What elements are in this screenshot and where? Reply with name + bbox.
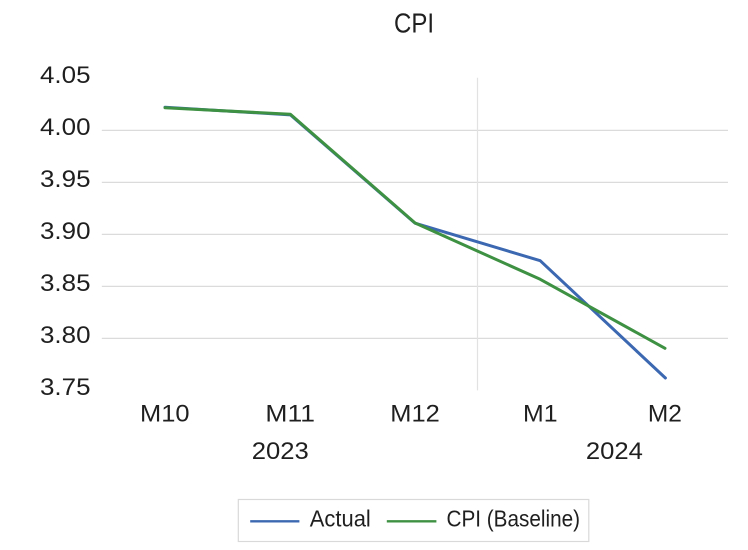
svg-text:3.95: 3.95 — [40, 166, 91, 193]
svg-text:3.75: 3.75 — [40, 374, 91, 401]
svg-text:4.00: 4.00 — [40, 114, 91, 141]
svg-text:2024: 2024 — [586, 438, 643, 465]
svg-text:2023: 2023 — [252, 438, 309, 465]
svg-text:CPI (Baseline): CPI (Baseline) — [447, 506, 581, 532]
svg-text:4.05: 4.05 — [40, 62, 91, 89]
svg-text:M1: M1 — [523, 401, 558, 428]
svg-text:CPI: CPI — [394, 8, 434, 39]
svg-text:M2: M2 — [648, 401, 682, 428]
svg-text:M10: M10 — [140, 401, 190, 428]
svg-text:3.85: 3.85 — [40, 270, 91, 297]
svg-text:M12: M12 — [390, 401, 440, 428]
svg-text:Actual: Actual — [310, 506, 371, 532]
svg-text:3.90: 3.90 — [40, 218, 91, 245]
svg-text:3.80: 3.80 — [40, 322, 91, 349]
svg-text:M11: M11 — [265, 401, 315, 428]
